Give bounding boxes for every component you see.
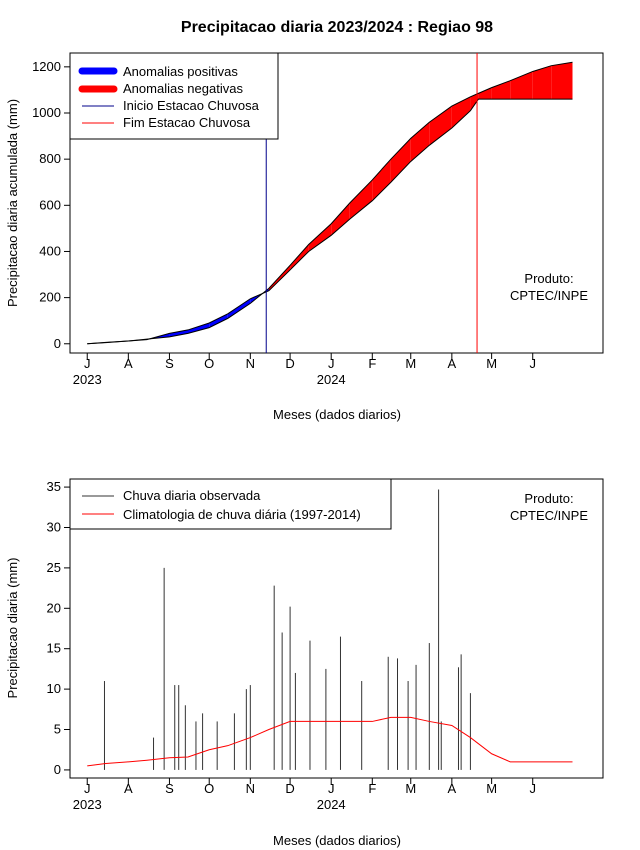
x-tick-label: A xyxy=(448,356,457,371)
negative-anomaly-segment xyxy=(290,244,309,270)
top-legend: Anomalias positivas Anomalias negativas … xyxy=(69,52,279,140)
x-tick-label: J xyxy=(529,356,536,371)
x-tick-label: S xyxy=(165,356,174,371)
top-legend-box xyxy=(69,52,279,140)
y-tick-label: 35 xyxy=(47,479,61,494)
legend-label-observed: Chuva diaria observada xyxy=(123,488,261,503)
year-label: 2024 xyxy=(317,372,346,387)
top-plot-frame xyxy=(69,52,604,354)
top-anomaly-area xyxy=(87,61,573,345)
y-tick-label: 1200 xyxy=(32,59,61,74)
negative-anomaly-segment xyxy=(308,223,332,252)
chart-title: Precipitacao diaria 2023/2024 : Regiao 9… xyxy=(181,19,493,36)
x-tick-label: D xyxy=(285,356,294,371)
x-tick-label: F xyxy=(368,781,376,796)
year-label: 2023 xyxy=(73,372,102,387)
x-tick-label: D xyxy=(285,781,294,796)
positive-anomaly-segment xyxy=(227,298,251,319)
positive-anomaly-segment xyxy=(188,323,210,334)
year-label: 2024 xyxy=(317,797,346,812)
legend-label-positive: Anomalias positivas xyxy=(123,64,238,79)
x-tick-label: O xyxy=(204,781,214,796)
x-tick-label: J xyxy=(328,356,335,371)
climatology-accumulated-line xyxy=(87,61,573,345)
bottom-legend: Chuva diaria observada Climatologia de c… xyxy=(69,478,392,530)
x-tick-label: J xyxy=(84,356,91,371)
x-tick-label: N xyxy=(246,356,255,371)
y-tick-label: 30 xyxy=(47,519,61,534)
top-product-name: CPTEC/INPE xyxy=(510,288,588,303)
top-y-label: Precipitacao diaria acumulada (mm) xyxy=(5,99,20,307)
y-tick-label: 5 xyxy=(54,722,61,737)
negative-anomaly-segment xyxy=(429,106,452,146)
bottom-y-label: Precipitacao diaria (mm) xyxy=(5,558,20,699)
top-y-axis: 0 200 400 600 800 1000 1200 xyxy=(32,59,70,351)
x-tick-label: A xyxy=(124,781,133,796)
observed-accumulated-line xyxy=(87,98,573,345)
top-x-label: Meses (dados diarios) xyxy=(273,407,401,422)
negative-anomaly-segment xyxy=(551,62,573,100)
x-tick-label: A xyxy=(448,781,457,796)
positive-anomaly-segment xyxy=(209,313,228,328)
y-tick-label: 1000 xyxy=(32,105,61,120)
negative-anomaly-segment xyxy=(478,87,492,100)
y-tick-label: 800 xyxy=(39,151,61,166)
x-tick-label: M xyxy=(405,781,416,796)
x-tick-label: J xyxy=(84,781,91,796)
bottom-legend-box xyxy=(69,478,392,530)
climatology-line xyxy=(87,716,573,767)
x-tick-label: F xyxy=(368,356,376,371)
y-tick-label: 25 xyxy=(47,560,61,575)
negative-anomaly-segment xyxy=(331,203,350,236)
legend-label-negative: Anomalias negativas xyxy=(123,81,243,96)
legend-label-end: Fim Estacao Chuvosa xyxy=(123,115,251,130)
bottom-product-name: CPTEC/INPE xyxy=(510,508,588,523)
negative-anomaly-segment xyxy=(349,179,373,220)
x-tick-label: A xyxy=(124,356,133,371)
legend-label-onset: Inicio Estacao Chuvosa xyxy=(123,98,260,113)
y-tick-label: 0 xyxy=(54,762,61,777)
x-tick-label: O xyxy=(204,356,214,371)
negative-anomaly-segment xyxy=(491,80,511,100)
x-tick-label: M xyxy=(405,356,416,371)
bottom-observed-bars xyxy=(103,489,471,770)
negative-anomaly-segment xyxy=(451,96,471,128)
y-tick-label: 0 xyxy=(54,336,61,351)
y-tick-label: 200 xyxy=(39,290,61,305)
y-tick-label: 400 xyxy=(39,243,61,258)
bottom-y-axis: 0 5 10 15 20 25 30 35 xyxy=(47,479,70,777)
year-label: 2023 xyxy=(73,797,102,812)
x-tick-label: J xyxy=(328,781,335,796)
bottom-x-label: Meses (dados diarios) xyxy=(273,833,401,848)
x-tick-label: N xyxy=(246,781,255,796)
y-tick-label: 20 xyxy=(47,600,61,615)
x-tick-label: S xyxy=(165,781,174,796)
negative-anomaly-segment xyxy=(532,65,552,100)
negative-anomaly-segment xyxy=(372,159,391,201)
x-tick-label: M xyxy=(486,781,497,796)
x-tick-label: J xyxy=(529,781,536,796)
y-tick-label: 10 xyxy=(47,681,61,696)
positive-anomaly-segment xyxy=(169,329,189,337)
top-product-label: Produto: xyxy=(524,271,573,286)
bottom-product-label: Produto: xyxy=(524,491,573,506)
y-tick-label: 15 xyxy=(47,641,61,656)
negative-anomaly-segment xyxy=(390,138,411,183)
negative-anomaly-segment xyxy=(470,93,479,111)
negative-anomaly-segment xyxy=(410,122,430,162)
x-tick-label: M xyxy=(486,356,497,371)
y-tick-label: 600 xyxy=(39,197,61,212)
legend-label-climatology: Climatologia de chuva diária (1997-2014) xyxy=(123,507,361,522)
